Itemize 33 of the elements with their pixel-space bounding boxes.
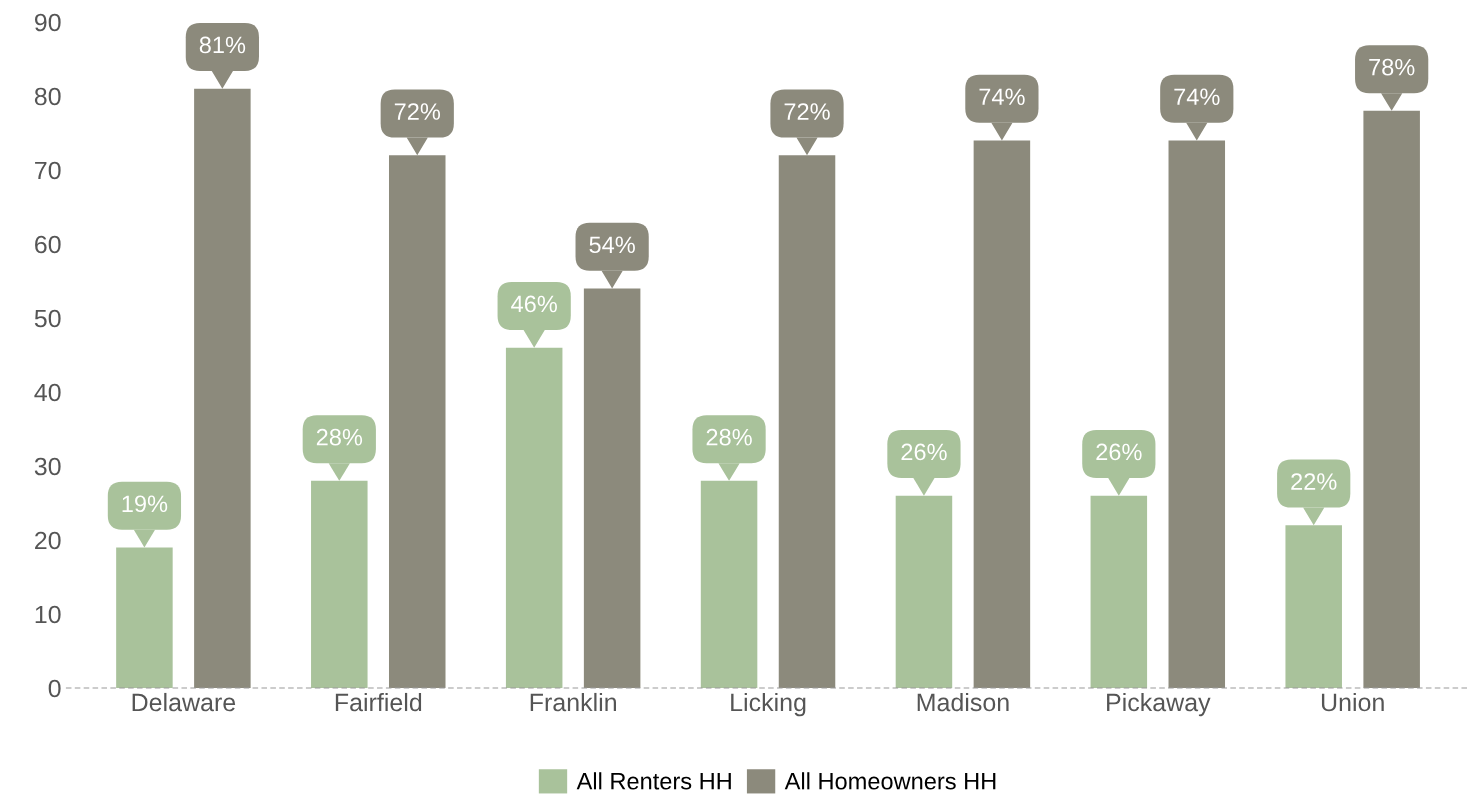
y-tick-label: 50: [34, 309, 61, 328]
legend-label: All Renters HH: [576, 772, 731, 790]
legend-label: All Homeowners HH: [784, 772, 996, 790]
y-tick-label: 80: [34, 87, 61, 106]
data-label: 28%: [316, 428, 363, 446]
data-label: 74%: [979, 88, 1025, 106]
x-tick-label: Fairfield: [335, 692, 422, 712]
data-label: 78%: [1369, 58, 1415, 76]
x-tick-label: Franklin: [530, 692, 616, 712]
x-tick-label: Union: [1321, 692, 1384, 712]
y-tick-label: 90: [34, 13, 61, 32]
data-label: 26%: [901, 443, 947, 461]
y-tick-label: 70: [35, 161, 61, 180]
y-tick-label: 40: [34, 383, 61, 402]
data-label: 74%: [1174, 88, 1220, 106]
x-tick-label: Pickaway: [1107, 692, 1211, 717]
data-label: 19%: [122, 495, 168, 513]
y-tick-label: 10: [35, 605, 61, 624]
x-tick-label: Madison: [917, 692, 1009, 712]
data-label: 22%: [1291, 473, 1337, 490]
y-tick-label: 60: [35, 235, 61, 254]
data-label: 81%: [199, 36, 246, 54]
data-label: 72%: [394, 103, 441, 120]
y-tick-label: 0: [48, 679, 61, 698]
data-label: 72%: [784, 103, 830, 120]
y-tick-label: 30: [34, 457, 61, 476]
data-label: 26%: [1096, 443, 1142, 461]
y-tick-label: 20: [35, 531, 61, 550]
data-label: 54%: [589, 236, 635, 254]
x-tick-label: Delaware: [132, 692, 236, 712]
data-label: 28%: [706, 428, 752, 446]
x-tick-label: Licking: [731, 692, 806, 717]
data-label: 46%: [511, 295, 557, 313]
